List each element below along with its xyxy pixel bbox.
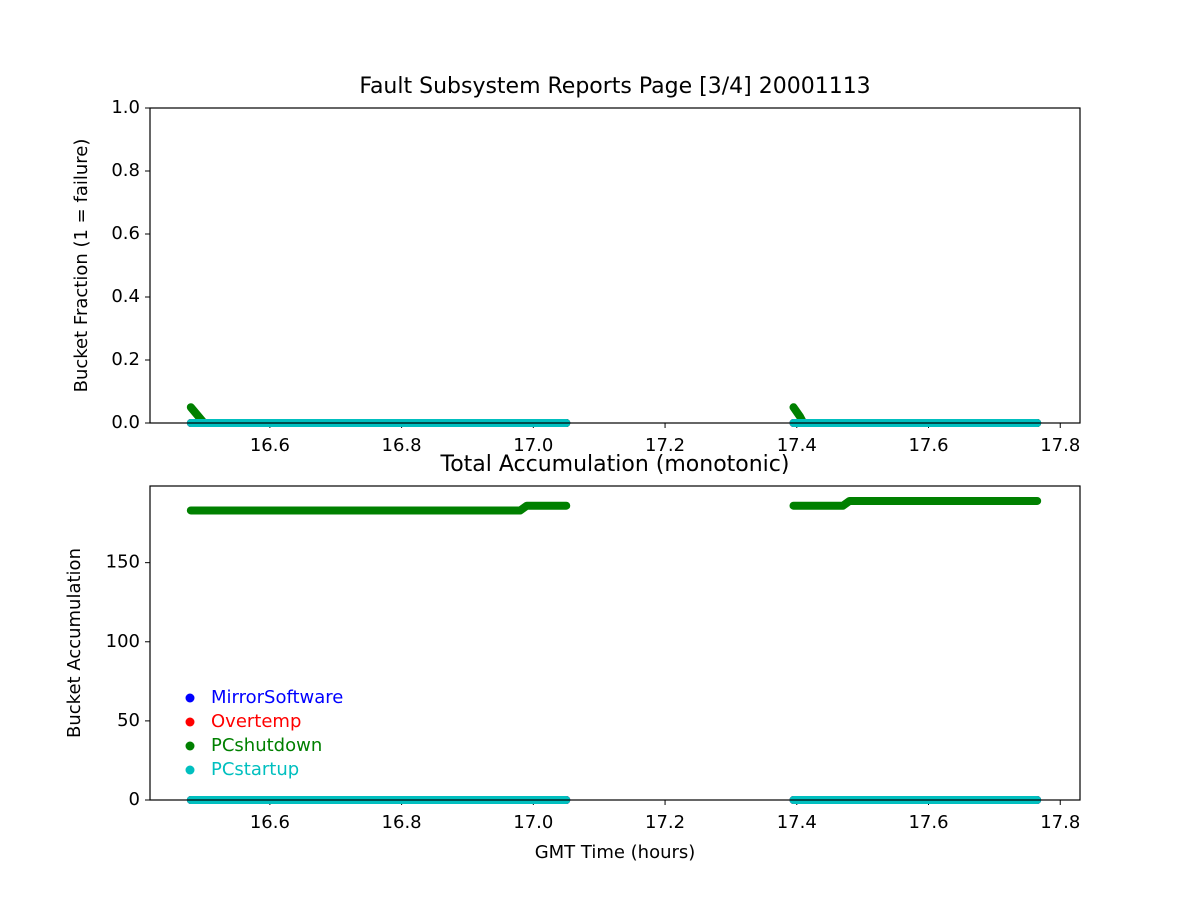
legend-marker <box>185 741 195 751</box>
x-tick-label: 17.4 <box>777 812 817 833</box>
legend-label: PCstartup <box>211 759 299 780</box>
y-tick-label: 0.6 <box>111 223 140 244</box>
chart-title: Fault Subsystem Reports Page [3/4] 20001… <box>359 74 870 99</box>
y-axis-label: Bucket Accumulation <box>64 548 85 738</box>
y-tick-label: 1.0 <box>111 97 140 118</box>
x-tick-label: 16.8 <box>382 435 422 456</box>
y-tick-label: 0.4 <box>111 286 140 307</box>
y-tick-label: 0 <box>129 789 140 810</box>
legend-label: PCshutdown <box>211 735 322 756</box>
x-tick-label: 16.8 <box>382 812 422 833</box>
x-tick-label: 17.6 <box>908 812 948 833</box>
axes-frame <box>149 107 1081 424</box>
x-tick-label: 17.6 <box>908 435 948 456</box>
x-tick-label: 17.0 <box>513 812 553 833</box>
y-tick-label: 150 <box>106 552 140 573</box>
x-tick-label: 16.6 <box>250 812 290 833</box>
legend-label: MirrorSoftware <box>211 687 343 708</box>
axes-frame <box>149 485 1081 801</box>
y-axis-label: Bucket Fraction (1 = failure) <box>71 139 92 393</box>
legend-marker <box>185 693 195 703</box>
x-tick-label: 17.2 <box>645 812 685 833</box>
x-tick-label: 17.8 <box>1040 435 1080 456</box>
y-tick-label: 100 <box>106 631 140 652</box>
legend-marker <box>185 765 195 775</box>
x-axis-label: GMT Time (hours) <box>535 842 696 863</box>
x-tick-label: 17.2 <box>645 435 685 456</box>
y-tick-label: 0.8 <box>111 160 140 181</box>
legend-marker <box>185 717 195 727</box>
y-tick-label: 0.2 <box>111 349 140 370</box>
x-tick-label: 16.6 <box>250 435 290 456</box>
x-tick-label: 17.4 <box>777 435 817 456</box>
legend-label: Overtemp <box>211 711 301 732</box>
y-tick-label: 0.0 <box>111 412 140 433</box>
x-tick-label: 17.8 <box>1040 812 1080 833</box>
chart-title: Total Accumulation (monotonic) <box>440 452 790 477</box>
x-tick-label: 17.0 <box>513 435 553 456</box>
series-line <box>186 496 1042 515</box>
y-tick-label: 50 <box>117 710 140 731</box>
